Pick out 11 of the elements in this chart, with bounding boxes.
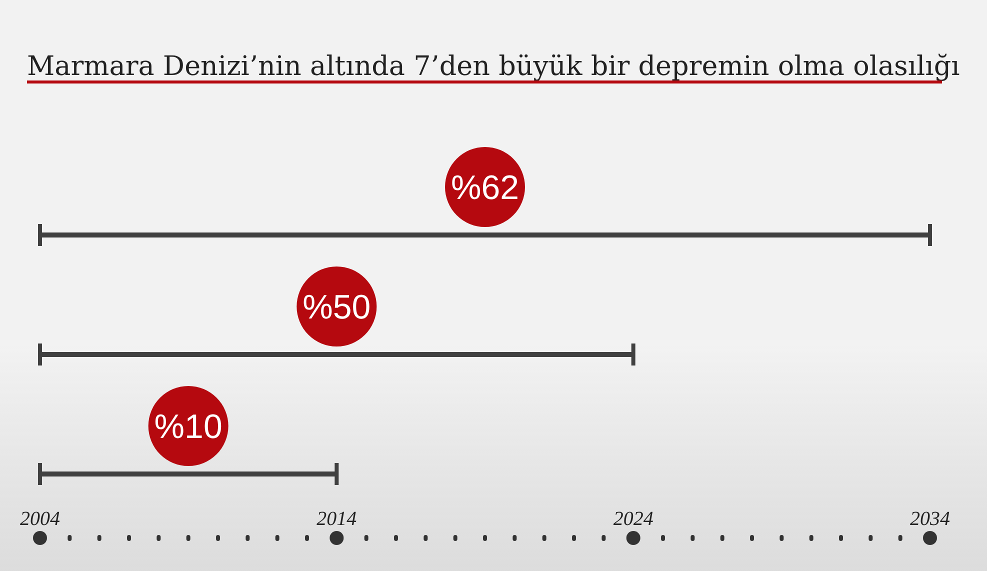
chart-title: Marmara Denizi’nin altında 7’den büyük bir depremin olma olasılığı [27,51,960,82]
x-tick-label: 2034 [910,508,950,530]
x-tick-label: 2004 [20,508,60,530]
annotation: %50 [302,288,371,326]
bar [40,232,930,238]
bar [40,472,337,476]
x-tick-label: 2024 [613,508,654,530]
annotation: %62 [450,168,520,207]
annotation: %10 [154,408,222,446]
x-tick-label: 2014 [316,508,357,530]
bar [40,352,634,357]
